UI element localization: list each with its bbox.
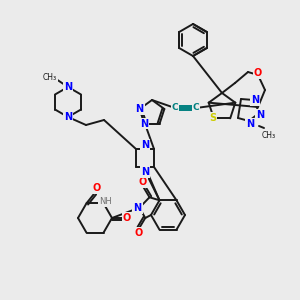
Text: N: N bbox=[251, 95, 259, 105]
Text: C: C bbox=[193, 103, 199, 112]
Text: N: N bbox=[141, 140, 149, 150]
Text: O: O bbox=[123, 213, 131, 223]
Text: CH₃: CH₃ bbox=[262, 131, 276, 140]
Text: N: N bbox=[140, 118, 148, 128]
Text: N: N bbox=[256, 110, 264, 120]
Text: N: N bbox=[246, 119, 254, 129]
Text: N: N bbox=[64, 82, 72, 92]
Text: NH: NH bbox=[99, 197, 112, 206]
Text: C: C bbox=[172, 103, 178, 112]
Text: S: S bbox=[209, 113, 216, 123]
Text: O: O bbox=[134, 228, 142, 238]
Text: N: N bbox=[141, 167, 149, 177]
Text: O: O bbox=[254, 68, 262, 78]
Text: N: N bbox=[136, 104, 144, 114]
Text: CH₃: CH₃ bbox=[43, 73, 57, 82]
Text: N: N bbox=[64, 112, 72, 122]
Text: O: O bbox=[138, 177, 147, 187]
Text: O: O bbox=[92, 183, 101, 193]
Text: N: N bbox=[134, 202, 142, 213]
